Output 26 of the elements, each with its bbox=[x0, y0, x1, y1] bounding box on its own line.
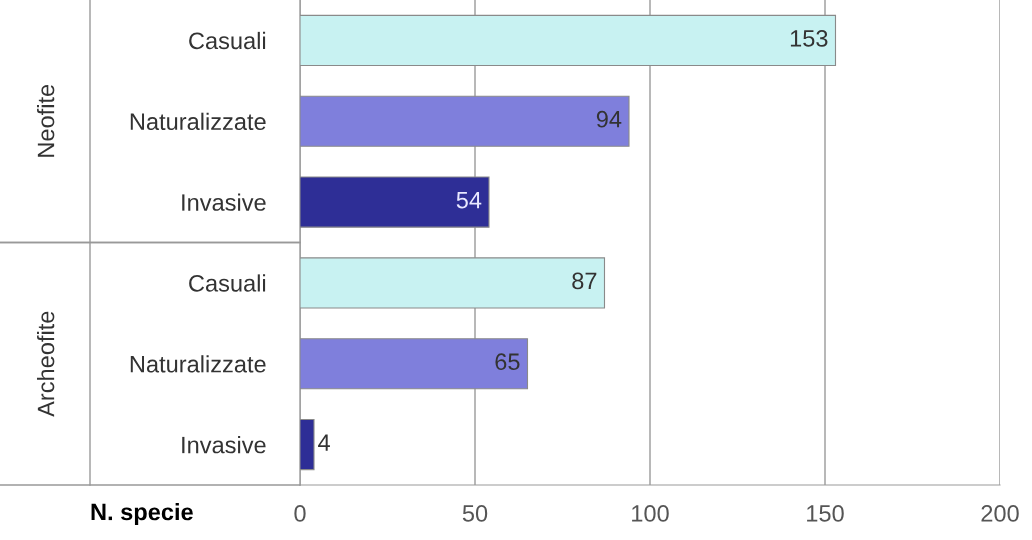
y-tick-label: Invasive bbox=[182, 193, 266, 211]
x-tick-label: 50 bbox=[462, 505, 488, 522]
bar bbox=[300, 14, 837, 67]
y-tick-label: Invasive bbox=[182, 436, 266, 454]
x-tick-label: 200 bbox=[981, 505, 1019, 522]
data-label: 87 bbox=[572, 272, 597, 290]
y-tick-label: Casuali bbox=[189, 31, 266, 50]
y-tick-label: Casuali bbox=[189, 274, 266, 292]
data-label: 4 bbox=[318, 434, 330, 451]
x-tick-label: 100 bbox=[632, 505, 669, 522]
data-label: 94 bbox=[596, 110, 622, 128]
bar bbox=[300, 95, 630, 147]
x-tick-label: 150 bbox=[807, 505, 844, 522]
text: Neofite bbox=[37, 84, 55, 157]
data-label: 54 bbox=[456, 191, 482, 209]
text: Archeofite bbox=[37, 311, 55, 417]
bar bbox=[300, 176, 490, 228]
y-tick-label: Naturalizzate bbox=[130, 112, 266, 131]
bar bbox=[300, 338, 529, 390]
data-label: 65 bbox=[495, 353, 520, 371]
data-label: 153 bbox=[790, 30, 828, 47]
y-tick-label: Naturalizzate bbox=[130, 355, 266, 373]
bar bbox=[300, 257, 606, 309]
x-axis-title: N. specie bbox=[91, 502, 193, 525]
x-tick-label: 0 bbox=[294, 505, 306, 522]
bar bbox=[300, 418, 315, 471]
